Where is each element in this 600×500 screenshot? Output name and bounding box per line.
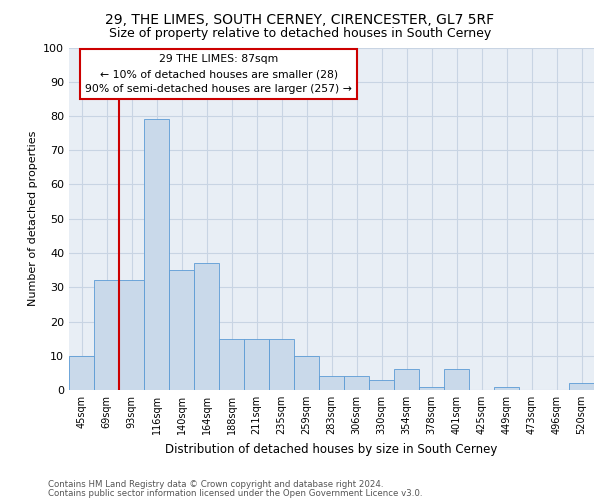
Bar bbox=[319, 376, 344, 390]
X-axis label: Distribution of detached houses by size in South Cerney: Distribution of detached houses by size … bbox=[166, 442, 497, 456]
Bar bbox=[344, 376, 369, 390]
Bar bbox=[194, 264, 219, 390]
Bar bbox=[294, 356, 319, 390]
Bar bbox=[419, 386, 444, 390]
Bar bbox=[219, 338, 244, 390]
Bar bbox=[94, 280, 119, 390]
Bar bbox=[169, 270, 194, 390]
Bar bbox=[369, 380, 394, 390]
Bar bbox=[494, 386, 519, 390]
Y-axis label: Number of detached properties: Number of detached properties bbox=[28, 131, 38, 306]
Text: Size of property relative to detached houses in South Cerney: Size of property relative to detached ho… bbox=[109, 28, 491, 40]
Bar bbox=[444, 370, 469, 390]
Text: 29, THE LIMES, SOUTH CERNEY, CIRENCESTER, GL7 5RF: 29, THE LIMES, SOUTH CERNEY, CIRENCESTER… bbox=[106, 12, 494, 26]
Bar bbox=[144, 120, 169, 390]
Bar bbox=[69, 356, 94, 390]
Text: Contains public sector information licensed under the Open Government Licence v3: Contains public sector information licen… bbox=[48, 489, 422, 498]
Text: 29 THE LIMES: 87sqm
← 10% of detached houses are smaller (28)
90% of semi-detach: 29 THE LIMES: 87sqm ← 10% of detached ho… bbox=[85, 54, 352, 94]
Bar bbox=[569, 383, 594, 390]
Bar bbox=[394, 370, 419, 390]
Bar bbox=[269, 338, 294, 390]
Text: Contains HM Land Registry data © Crown copyright and database right 2024.: Contains HM Land Registry data © Crown c… bbox=[48, 480, 383, 489]
Bar bbox=[119, 280, 144, 390]
Bar bbox=[244, 338, 269, 390]
